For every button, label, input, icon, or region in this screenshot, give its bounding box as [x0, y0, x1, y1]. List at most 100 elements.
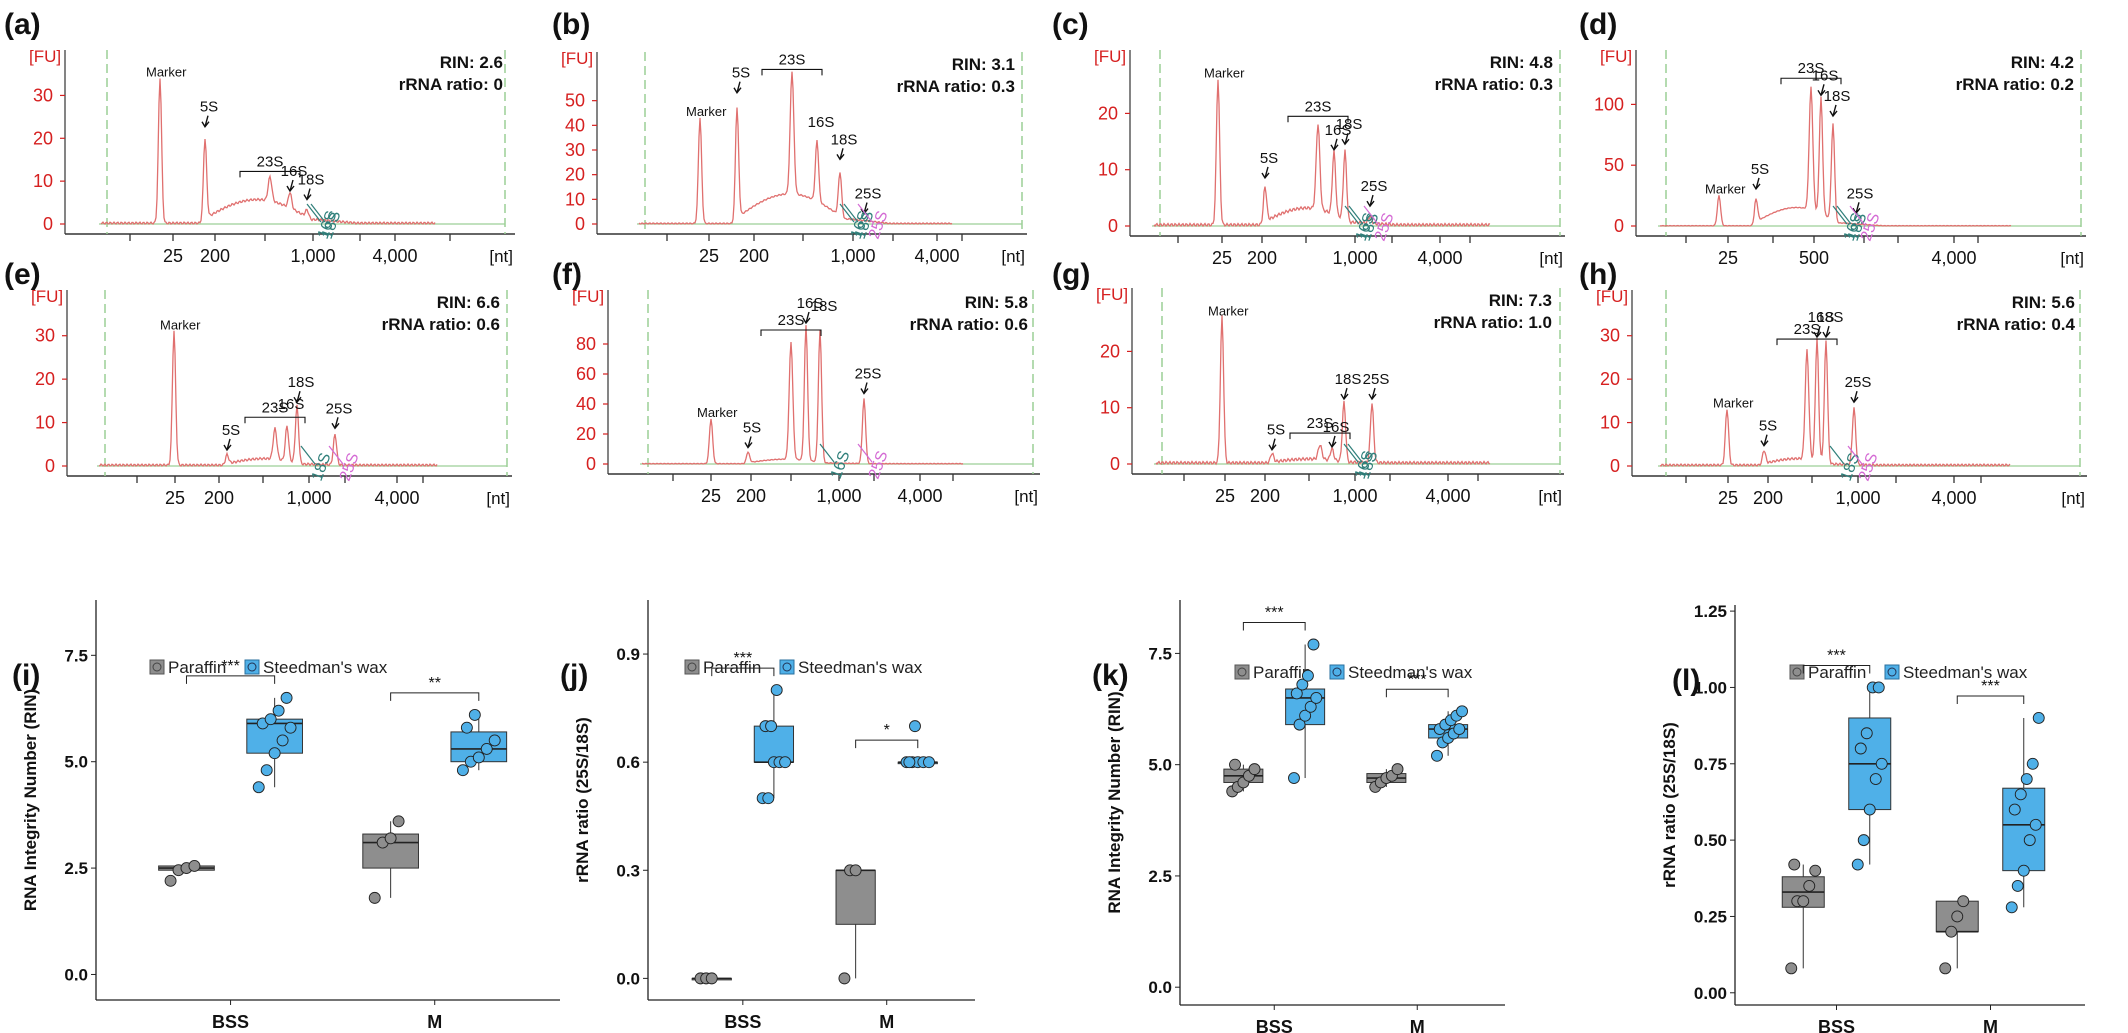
- x-unit: [nt]: [1014, 487, 1038, 506]
- data-point: [1951, 910, 1964, 923]
- data-point: [1229, 758, 1241, 771]
- data-point: [1248, 763, 1261, 776]
- y-tick-label: 0.9: [616, 645, 640, 664]
- y-tick-label: 0.50: [1694, 831, 1727, 850]
- y-tick-label: 80: [576, 334, 596, 354]
- peak-label-18S: 18S: [1335, 371, 1362, 388]
- data-point: [1939, 962, 1952, 975]
- rrna-ratio-value: rRNA ratio: 0.3: [897, 77, 1015, 96]
- data-point: [260, 764, 273, 777]
- y-tick-label: 0: [1614, 216, 1624, 236]
- panel-label: (a): [4, 8, 41, 41]
- rin-value: RIN: 4.8: [1490, 53, 1553, 72]
- peak-label-25S: 25S: [855, 186, 882, 203]
- significance-stars: ***: [733, 650, 752, 667]
- box-M-steedman: [450, 708, 508, 777]
- legend-label-paraffin: Paraffin: [168, 658, 226, 677]
- ref-line: [839, 203, 855, 223]
- peak-arrow: [1330, 138, 1339, 152]
- x-tick-label: 25: [1718, 248, 1738, 268]
- box-M-paraffin: [1366, 763, 1407, 793]
- peak-label-16S: 16S: [1808, 309, 1835, 326]
- rrna-ratio-value: rRNA ratio: 0.6: [382, 315, 500, 334]
- data-point: [2020, 773, 2033, 785]
- peak-arrow: [1850, 391, 1859, 404]
- marker-label: Marker: [686, 104, 727, 119]
- data-point: [762, 792, 775, 805]
- x-unit: [nt]: [1539, 249, 1563, 268]
- ref-line: [300, 445, 316, 465]
- x-tick-label: 25: [1718, 488, 1738, 508]
- electropherogram-g: (g) [FU] 0 10 20 25 200 1,000 4,000 [nt] RIN: 7.3 r…: [1052, 258, 1564, 506]
- x-tick-label: 4,000: [1931, 488, 1976, 508]
- data-point: [1945, 925, 1958, 938]
- legend: Paraffin Steedman's wax: [149, 658, 388, 677]
- x-tick-label: M: [1983, 1017, 1998, 1033]
- box-BSS-steedman: [246, 691, 303, 794]
- peak-bracket: [1780, 77, 1842, 85]
- legend-dot-paraffin: [1792, 667, 1802, 677]
- x-tick-label: 200: [200, 246, 230, 266]
- x-tick-label: 4,000: [1931, 248, 1976, 268]
- data-point: [765, 720, 778, 733]
- peak-label-23S: 23S: [779, 51, 806, 68]
- x-tick-label: 200: [736, 486, 766, 506]
- y-tick-label: 10: [35, 413, 55, 433]
- box-BSS-steedman: [1285, 638, 1326, 784]
- trace-line: [1659, 86, 2012, 227]
- data-point: [1875, 757, 1888, 770]
- data-point: [705, 972, 718, 985]
- peak-arrow: [1813, 325, 1822, 339]
- significance-stars: *: [884, 722, 890, 739]
- data-point: [392, 815, 405, 828]
- x-tick-label: 25: [165, 488, 185, 508]
- boxplot-i: (i) Paraffin Steedman's wax RNA Integrity N…: [12, 600, 560, 1032]
- peak-bracket: [244, 416, 306, 424]
- significance-bracket: [1385, 688, 1449, 698]
- x-unit: [nt]: [2061, 489, 2085, 508]
- data-point: [188, 860, 201, 872]
- y-tick-label: 5.0: [64, 753, 88, 772]
- box-BSS-paraffin: [691, 972, 732, 985]
- marker-label: Marker: [697, 405, 738, 420]
- legend-dot-paraffin: [687, 662, 697, 672]
- data-point: [1851, 858, 1864, 871]
- ref-line: [857, 443, 873, 463]
- y-tick-label: 50: [1604, 155, 1624, 175]
- significance-bracket: [855, 739, 919, 749]
- box-BSS-steedman: [1848, 681, 1892, 871]
- x-tick-label: 1,000: [830, 246, 875, 266]
- x-tick-label: 4,000: [372, 246, 417, 266]
- legend-dot-paraffin: [1237, 667, 1247, 677]
- electropherogram-e: (e)[FU] 0 10 20 30 25 200 1,000 4,000 [nt] RIN: 6.…: [4, 258, 512, 508]
- data-point: [909, 720, 921, 733]
- data-point: [164, 874, 177, 887]
- x-tick-label: 1,000: [816, 486, 861, 506]
- box-M-paraffin: [362, 815, 419, 904]
- legend-dot-steedman: [1332, 667, 1342, 677]
- peak-arrow: [860, 382, 869, 395]
- box-body: [835, 869, 876, 925]
- peak-label-18S: 18S: [1817, 309, 1844, 326]
- y-axis-label: rRNA ratio (25S/18S): [1660, 722, 1679, 888]
- ref-line: [1832, 205, 1848, 225]
- data-point: [280, 691, 293, 704]
- peak-label-23S: 23S: [1794, 321, 1821, 338]
- data-point: [1869, 773, 1882, 785]
- panel-label: (d): [1579, 8, 1617, 41]
- marker-label: Marker: [1204, 66, 1245, 81]
- rin-value: RIN: 7.3: [1489, 291, 1552, 310]
- box-M-steedman: [2002, 712, 2046, 914]
- significance-stars: ***: [1408, 671, 1427, 688]
- x-tick-label: 4,000: [1417, 248, 1462, 268]
- data-point: [472, 751, 485, 764]
- peak-label-18S: 18S: [831, 131, 858, 148]
- peak-label-25S: 25S: [1363, 371, 1390, 388]
- rin-value: RIN: 6.6: [437, 293, 500, 312]
- data-point: [838, 972, 851, 985]
- ref-line: [843, 203, 859, 223]
- boxplot-j: (j) Paraffin Steedman's wax rRNA ratio (25S…: [560, 600, 975, 1032]
- trace-line: [98, 330, 438, 467]
- peak-label-25S: 25S: [326, 400, 353, 417]
- x-tick-label: 200: [204, 488, 234, 508]
